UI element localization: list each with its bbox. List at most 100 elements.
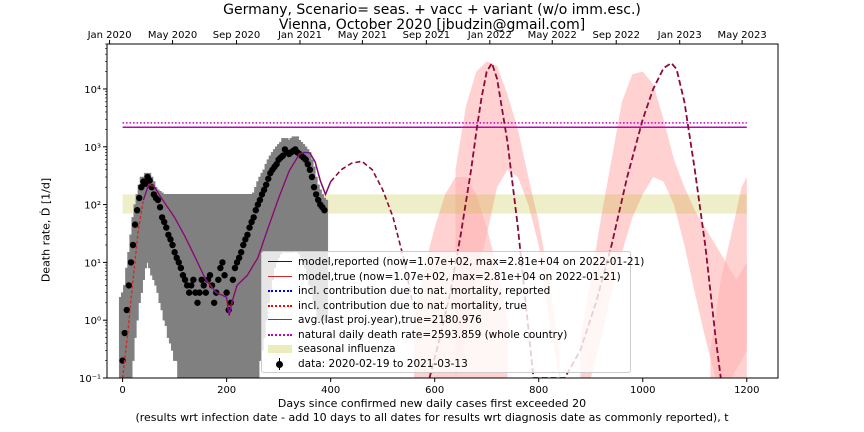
- data-point: [131, 221, 139, 228]
- top-tick-label: Sep 2021: [403, 30, 450, 41]
- x-tick-label: 200: [217, 385, 236, 396]
- data-point: [202, 289, 210, 296]
- data-point: [181, 276, 189, 283]
- data-point: [217, 264, 224, 272]
- legend-swatch: [268, 271, 292, 283]
- legend-entry-data: data: 2020-02-19 to 2021-03-13: [262, 357, 468, 371]
- chart-title-line2: Vienna, October 2020 [jbudzin@gmail.com]: [278, 17, 586, 33]
- x-axis-label-line1: Days since confirmed new daily cases fir…: [277, 397, 587, 410]
- data-point: [175, 259, 182, 266]
- x-axis-ticks: 0 200 400 600 800 1000 1200: [119, 378, 760, 396]
- top-tick-label: May 2022: [528, 30, 577, 41]
- data-point: [167, 236, 174, 243]
- data-point: [129, 241, 137, 249]
- x-tick-label: 800: [529, 385, 548, 396]
- data-point: [169, 241, 176, 249]
- data-point: [133, 206, 141, 214]
- legend-label: natural daily death rate=2593.859 (whole…: [298, 328, 568, 341]
- top-tick-label: Jan 2023: [657, 30, 702, 41]
- uncertainty-band-0: [455, 61, 560, 378]
- model-curves: [121, 60, 722, 378]
- data-point: [125, 282, 133, 289]
- chart-title-line1: Germany, Scenario= seas. + vacc + varian…: [223, 2, 641, 18]
- top-tick-label: Jan 2020: [87, 30, 132, 41]
- top-tick-label: Jan 2022: [467, 30, 512, 41]
- data-point: [127, 259, 135, 266]
- legend-label: incl. contribution due to nat. mortality…: [298, 285, 551, 297]
- data-point: [146, 177, 153, 184]
- data-point: [210, 299, 218, 306]
- top-tick-label: May 2021: [338, 30, 387, 41]
- data-point: [262, 181, 270, 188]
- data-point: [215, 276, 222, 283]
- data-point: [190, 276, 197, 283]
- data-point: [223, 289, 230, 296]
- data-point: [306, 166, 314, 173]
- plot-frame: [106, 43, 779, 379]
- data-point: [136, 194, 143, 202]
- top-tick-label: Sep 2022: [592, 30, 639, 41]
- model-late-projection: [428, 60, 722, 378]
- y-tick-label: 10⁰: [84, 316, 101, 327]
- legend-label: incl. contribution due to nat. mortality…: [298, 299, 527, 312]
- x-tick-label: 400: [321, 385, 340, 396]
- top-tick-label: May 2023: [717, 30, 766, 41]
- legend-entry-seasonal-flu: seasonal influenza: [262, 342, 396, 356]
- legend-entry-avg-last-year: avg.(last proj.year),true=2180.976: [262, 313, 482, 327]
- data-point: [240, 241, 247, 249]
- data-point: [238, 249, 245, 256]
- legend-swatch: [268, 256, 292, 268]
- axes-frame: [106, 43, 779, 379]
- legend-label: data: 2020-02-19 to 2021-03-13: [298, 357, 468, 370]
- data-point: [221, 272, 228, 279]
- data-point: [265, 175, 272, 182]
- data-point: [321, 206, 328, 214]
- y-axis-label: Death rate, Ḋ [1/d]: [39, 177, 53, 283]
- x-tick-label: 1200: [734, 385, 759, 396]
- model-rise-dashed: [121, 199, 145, 378]
- data-point: [185, 289, 193, 296]
- legend-swatch: [268, 314, 292, 326]
- y-tick-label: 10⁻¹: [79, 374, 101, 385]
- y-tick-label: 10⁴: [84, 85, 101, 96]
- legend-swatch: [268, 285, 292, 297]
- reference-lines: [122, 122, 747, 128]
- legend-entry-nat-reported-dotted: incl. contribution due to nat. mortality…: [262, 284, 550, 298]
- legend-entry-nat-true-dotted: incl. contribution due to nat. mortality…: [262, 299, 527, 313]
- data-point: [252, 206, 259, 214]
- data-point: [244, 231, 251, 239]
- top-tick-label: Jan 2021: [277, 30, 322, 41]
- data-point: [208, 282, 216, 289]
- data-point: [256, 196, 264, 204]
- legend-swatch: [268, 329, 292, 341]
- x-tick-label: 0: [119, 385, 125, 396]
- data-point: [171, 249, 178, 256]
- top-axis-ticks: Jan 2020 May 2020 Sep 2020 Jan 2021 May 2021…: [87, 30, 767, 44]
- model-projection-dashed: [330, 160, 415, 311]
- top-tick-label: Sep 2020: [213, 30, 260, 41]
- legend-label: seasonal influenza: [298, 343, 396, 355]
- data-point: [260, 186, 268, 194]
- data-point: [200, 282, 207, 289]
- data-point: [304, 160, 311, 168]
- x-axis-label-line2: (results wrt infection date - add 10 day…: [135, 411, 729, 424]
- legend-entry-model-reported: model,reported (now=1.07e+02, max=2.81e+…: [262, 255, 644, 269]
- data-point: [250, 214, 257, 221]
- data-point: [163, 224, 170, 231]
- data-point: [229, 276, 237, 283]
- chart-legend: model,reported (now=1.07e+02, max=2.81e+…: [261, 251, 644, 373]
- y-tick-label: 10³: [84, 143, 101, 154]
- x-tick-label: 600: [425, 385, 444, 396]
- data-point: [121, 329, 128, 337]
- x-tick-label: 1000: [630, 385, 655, 396]
- data-point: [161, 218, 168, 226]
- data-point: [308, 173, 316, 181]
- uncertainty-band-2: [580, 71, 747, 378]
- data-point: [246, 224, 253, 231]
- data-point: [231, 264, 239, 272]
- legend-label: model,true (now=1.07e+02, max=2.81e+04 o…: [298, 270, 621, 283]
- data-point: [194, 299, 201, 306]
- data-point: [206, 272, 214, 279]
- legend-swatch: [268, 343, 292, 355]
- data-point: [123, 306, 130, 314]
